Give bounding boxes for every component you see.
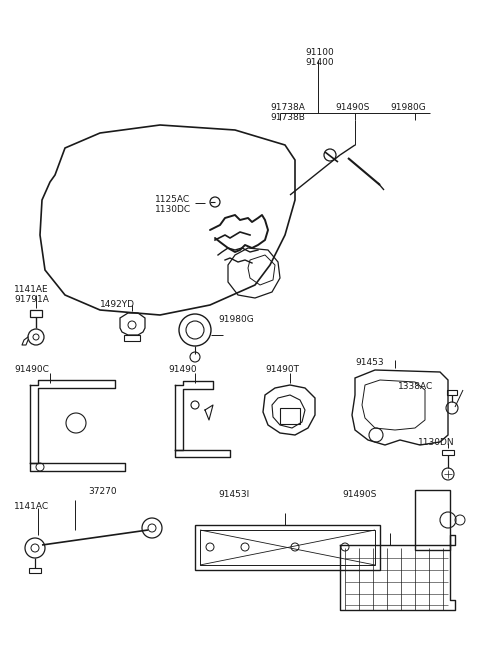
Text: 1338AC: 1338AC xyxy=(398,382,433,391)
Bar xyxy=(30,310,42,317)
Text: 1141AC: 1141AC xyxy=(14,502,49,511)
Text: 91453I: 91453I xyxy=(218,490,249,499)
Bar xyxy=(124,335,140,341)
Bar xyxy=(280,408,300,424)
Text: 1492YD: 1492YD xyxy=(100,300,135,309)
Bar xyxy=(195,525,380,570)
Text: 37270: 37270 xyxy=(88,487,117,496)
Text: 91100
91400: 91100 91400 xyxy=(306,48,335,68)
Bar xyxy=(200,530,375,565)
Text: 91490S: 91490S xyxy=(335,103,370,112)
Text: 1141AE
91791A: 1141AE 91791A xyxy=(14,285,49,304)
Bar xyxy=(442,450,454,455)
Text: 91738A
91738B: 91738A 91738B xyxy=(270,103,305,122)
Bar xyxy=(29,568,41,573)
Text: 91490T: 91490T xyxy=(265,365,299,374)
Text: 91490S: 91490S xyxy=(342,490,376,499)
Text: 91453: 91453 xyxy=(355,358,384,367)
Text: 1125AC
1130DC: 1125AC 1130DC xyxy=(155,195,191,214)
Text: 91490: 91490 xyxy=(168,365,197,374)
Text: 1130DN: 1130DN xyxy=(418,438,455,447)
Text: 91980G: 91980G xyxy=(218,315,254,324)
Bar xyxy=(447,390,457,395)
Text: 91980G: 91980G xyxy=(390,103,426,112)
Bar xyxy=(415,490,450,550)
Text: 91490C: 91490C xyxy=(14,365,49,374)
